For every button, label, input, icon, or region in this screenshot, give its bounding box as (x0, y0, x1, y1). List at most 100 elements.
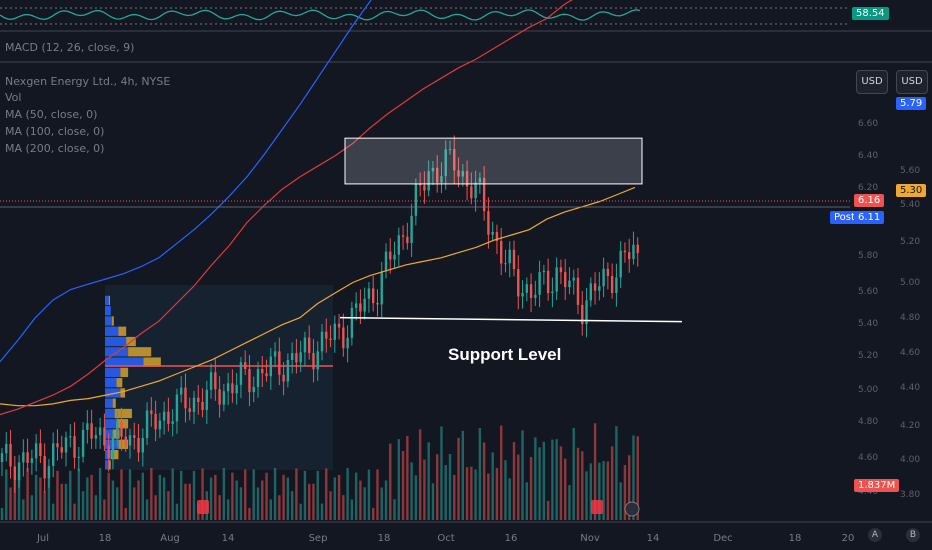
volume-bar (585, 471, 588, 520)
candle-body (133, 435, 136, 438)
volume-bar (423, 459, 426, 520)
candle-body (529, 284, 533, 298)
candle-body (86, 423, 89, 430)
volume-bar (69, 470, 72, 520)
volume-bar (418, 429, 422, 520)
candle-body (538, 272, 541, 295)
support-line (339, 316, 683, 323)
volume-bar (81, 491, 85, 520)
volume-bar (568, 485, 571, 520)
candle-body (619, 250, 622, 278)
candle-body (448, 149, 452, 151)
time-tick-label: Jul (36, 533, 49, 544)
volume-bar (214, 474, 217, 520)
volume-bar (30, 495, 34, 520)
symbol-label[interactable]: Nexgen Energy Ltd., 4h, NYSE (5, 75, 171, 88)
volume-bar (209, 477, 213, 520)
rsi-pane (0, 7, 850, 25)
candle-body (209, 372, 213, 390)
candle-body (0, 453, 4, 462)
earnings-marker (591, 500, 603, 514)
volume-bar (465, 467, 469, 520)
price-tick-label: 4.40 (858, 487, 878, 497)
candle-body (256, 369, 260, 387)
volume-bar (154, 495, 157, 520)
currency-button-right[interactable]: USD (896, 70, 928, 94)
candle-body (180, 387, 183, 395)
price-tick-label: 5.00 (858, 385, 878, 395)
candle-body (431, 167, 435, 172)
volume-bar (141, 472, 144, 520)
axis-letter-a[interactable]: A (868, 528, 882, 542)
volume-bar (401, 451, 405, 520)
volume-bar (171, 468, 174, 520)
ma50-legend: MA (50, close, 0) (5, 108, 98, 121)
candle-body (581, 304, 584, 325)
volume-bar (559, 446, 563, 520)
candle-body (167, 411, 170, 424)
volume-bar (180, 470, 183, 520)
candle-body (286, 360, 290, 382)
currency-button-left[interactable]: USD (856, 70, 888, 94)
levels (0, 137, 850, 323)
candle-body (453, 149, 456, 171)
candle-body (410, 215, 413, 244)
right-tick-label: 4.80 (900, 313, 920, 323)
volume-bar (167, 491, 170, 520)
volume-bar (636, 436, 639, 520)
volume-bar (73, 503, 76, 520)
volume-bar (34, 474, 38, 520)
candle-body (589, 283, 592, 301)
price-tick-label: 4.60 (858, 453, 878, 463)
price-tick-label: 5.20 (858, 351, 878, 361)
volume-bar (188, 483, 191, 520)
volume-bar (572, 427, 575, 520)
time-tick-label: 20 (842, 533, 855, 544)
candle-body (487, 211, 490, 235)
volume-bar (380, 487, 383, 520)
candle-body (39, 443, 42, 457)
volume-bar (64, 483, 68, 520)
time-tick-label: 16 (505, 533, 518, 544)
volume-bar (508, 478, 511, 520)
post-price-badge: 6.11 (854, 211, 885, 224)
right-tick-label: 4.20 (900, 421, 920, 431)
ma100-legend: MA (100, close, 0) (5, 125, 105, 138)
macd-label: MACD (12, 26, close, 9) (5, 41, 135, 54)
volume-bar (406, 435, 409, 520)
volume-bar (632, 435, 635, 520)
volume-bar (17, 472, 21, 520)
candle-body (436, 167, 439, 183)
candle-body (593, 283, 597, 291)
candle-body (393, 254, 396, 260)
volume-bar (231, 472, 234, 520)
volume-bar (256, 487, 260, 520)
profile-bar-up (105, 367, 121, 377)
volume-bar (162, 477, 166, 520)
volume-bar (602, 461, 605, 520)
candle-body (367, 288, 371, 299)
candle-body (598, 286, 601, 291)
ma100-line (0, 0, 573, 416)
candle-body (201, 401, 204, 410)
candle-body (145, 410, 149, 438)
volume-bar (26, 468, 29, 520)
candle-body (290, 353, 294, 361)
ma50-line (0, 186, 636, 407)
candle-body (568, 280, 571, 288)
candle-body (81, 429, 85, 457)
volume-bar (290, 491, 294, 520)
candle-body (77, 456, 80, 458)
candle-body (346, 337, 349, 349)
right-tick-label: 4.60 (900, 348, 920, 358)
candle-body (162, 411, 166, 421)
volume-bar (461, 430, 464, 520)
volume-bar (576, 447, 580, 520)
axis-letter-b[interactable]: B (906, 528, 920, 542)
candle-body (107, 445, 110, 459)
volume-bar (598, 462, 601, 520)
last-price-badge: 6.16 (854, 194, 885, 207)
candle-body (564, 272, 567, 288)
volume-bar (431, 483, 435, 520)
